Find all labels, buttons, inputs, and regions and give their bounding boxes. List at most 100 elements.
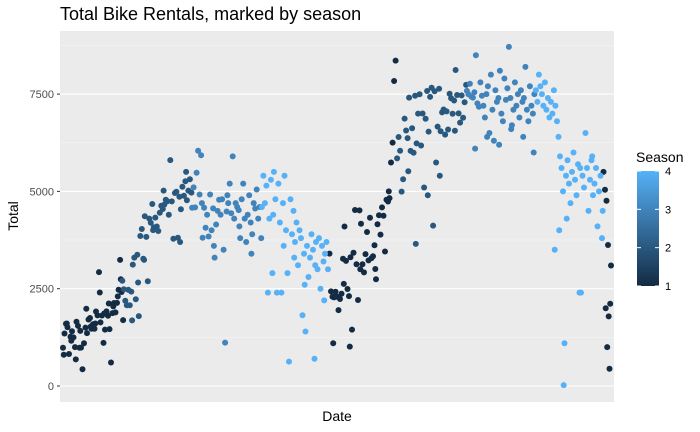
data-point bbox=[298, 235, 304, 242]
data-point bbox=[389, 139, 396, 146]
data-point bbox=[582, 130, 589, 136]
data-point bbox=[357, 266, 364, 273]
data-point bbox=[167, 157, 174, 164]
data-point bbox=[513, 102, 520, 109]
chart-title: Total Bike Rentals, marked by season bbox=[60, 4, 361, 24]
data-point bbox=[87, 323, 94, 330]
data-point bbox=[105, 300, 112, 307]
data-point bbox=[403, 127, 410, 134]
data-point bbox=[395, 134, 402, 140]
data-point bbox=[204, 211, 211, 218]
data-point bbox=[446, 90, 453, 97]
data-point bbox=[335, 307, 342, 314]
data-point bbox=[382, 248, 388, 255]
data-point bbox=[471, 89, 478, 96]
data-point bbox=[96, 289, 103, 296]
data-point bbox=[224, 192, 231, 199]
data-point bbox=[481, 114, 488, 121]
data-point bbox=[305, 274, 312, 280]
data-point bbox=[590, 192, 596, 199]
data-point bbox=[321, 297, 328, 304]
data-point bbox=[422, 115, 429, 122]
data-point bbox=[346, 293, 352, 300]
data-point bbox=[554, 118, 560, 125]
data-point bbox=[176, 193, 183, 200]
data-point bbox=[120, 286, 127, 293]
data-point bbox=[337, 296, 343, 302]
data-point bbox=[543, 106, 550, 113]
data-point bbox=[341, 223, 348, 230]
data-point bbox=[147, 219, 154, 226]
data-point bbox=[430, 222, 437, 229]
data-point bbox=[296, 227, 303, 234]
data-point bbox=[602, 186, 608, 193]
legend-tick-label: 4 bbox=[665, 166, 671, 178]
data-point bbox=[577, 165, 584, 171]
data-point bbox=[522, 63, 529, 70]
data-point bbox=[415, 110, 422, 117]
data-point bbox=[316, 235, 322, 242]
data-point bbox=[225, 200, 232, 207]
data-point bbox=[120, 317, 127, 324]
data-point bbox=[110, 303, 117, 310]
data-point bbox=[499, 118, 506, 125]
data-point bbox=[222, 339, 229, 346]
data-point bbox=[280, 200, 286, 207]
data-point bbox=[270, 168, 277, 175]
data-point bbox=[278, 289, 285, 296]
data-point bbox=[304, 242, 310, 249]
data-point bbox=[263, 182, 270, 189]
data-points bbox=[60, 43, 614, 389]
data-point bbox=[291, 254, 298, 261]
data-point bbox=[505, 43, 512, 50]
data-point bbox=[311, 355, 318, 362]
data-point bbox=[547, 98, 554, 105]
data-point bbox=[367, 214, 373, 221]
data-point bbox=[392, 57, 399, 64]
data-point bbox=[606, 365, 613, 372]
data-point bbox=[177, 206, 184, 213]
data-point bbox=[141, 256, 148, 263]
data-point bbox=[255, 215, 262, 222]
data-point bbox=[281, 172, 288, 179]
data-point bbox=[566, 180, 572, 187]
data-point bbox=[273, 289, 280, 296]
data-point bbox=[472, 52, 479, 59]
data-point bbox=[250, 200, 257, 207]
data-point bbox=[79, 366, 86, 373]
data-point bbox=[572, 176, 578, 183]
data-point bbox=[475, 103, 482, 110]
data-point bbox=[129, 261, 136, 268]
data-point bbox=[164, 198, 171, 205]
data-point bbox=[406, 94, 413, 101]
data-point bbox=[349, 326, 355, 333]
data-point bbox=[266, 215, 273, 222]
data-point bbox=[117, 256, 124, 263]
data-point bbox=[211, 254, 218, 261]
y-tick-label: 7500 bbox=[30, 89, 54, 101]
data-point bbox=[307, 254, 313, 261]
data-point bbox=[409, 125, 416, 132]
data-point bbox=[231, 215, 238, 222]
data-point bbox=[353, 261, 360, 268]
data-point bbox=[81, 340, 87, 347]
data-point bbox=[413, 140, 420, 147]
data-point bbox=[605, 242, 611, 248]
data-point bbox=[180, 192, 187, 199]
data-point bbox=[484, 133, 491, 140]
data-point bbox=[346, 343, 353, 350]
data-point bbox=[295, 262, 301, 269]
data-point bbox=[419, 110, 426, 117]
data-point bbox=[362, 251, 369, 258]
data-point bbox=[397, 147, 404, 154]
data-point bbox=[460, 114, 467, 121]
data-point bbox=[599, 207, 606, 214]
data-point bbox=[177, 239, 184, 245]
data-point bbox=[302, 328, 309, 335]
data-point bbox=[66, 351, 72, 357]
data-point bbox=[101, 310, 108, 317]
data-point bbox=[77, 327, 84, 334]
data-point bbox=[437, 128, 444, 135]
data-point bbox=[208, 227, 215, 234]
legend-colorbar bbox=[637, 171, 659, 286]
